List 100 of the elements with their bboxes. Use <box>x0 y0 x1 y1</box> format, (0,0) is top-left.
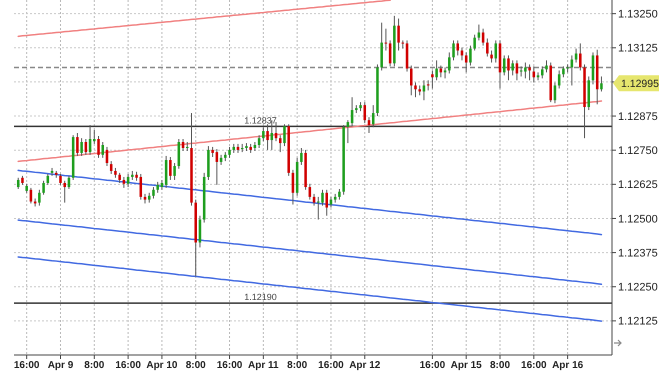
x-tick-label: 8:00 <box>490 360 510 371</box>
candlestick <box>186 142 189 152</box>
candlestick <box>140 173 142 200</box>
candlestick <box>114 167 117 178</box>
candlestick <box>148 192 151 204</box>
candlestick <box>122 176 126 188</box>
candlestick <box>249 143 252 154</box>
candlestick <box>359 102 362 112</box>
candlestick <box>520 66 522 77</box>
candlestick <box>169 156 172 180</box>
candlestick <box>397 18 400 52</box>
candlestick <box>266 124 269 150</box>
candlestick <box>414 82 417 98</box>
candlestick <box>101 142 104 158</box>
candlestick <box>440 65 442 78</box>
x-tick-label: 16:00 <box>115 360 142 371</box>
candlestick <box>338 188 341 200</box>
candlestick <box>312 193 316 206</box>
candlestick <box>435 60 438 81</box>
line-series <box>17 0 391 38</box>
candlestick <box>541 66 544 79</box>
candlestick <box>30 187 32 204</box>
x-tick-label: Apr 11 <box>248 360 280 371</box>
line-series <box>17 170 602 236</box>
candlestick <box>460 47 464 61</box>
candlestick <box>68 175 70 190</box>
candlestick <box>173 162 176 180</box>
candlestick <box>21 175 24 186</box>
candlestick <box>524 62 527 79</box>
candlestick <box>254 142 256 152</box>
candlestick <box>300 148 303 166</box>
candlestick <box>431 70 434 89</box>
candlestick <box>262 126 265 142</box>
x-tick-label: 8:00 <box>186 360 206 371</box>
candlestick <box>59 173 62 186</box>
candlestick <box>211 146 214 158</box>
y-tick-label: 1.12875 <box>618 110 658 123</box>
candlestick <box>80 138 83 156</box>
candlestick <box>16 177 20 190</box>
candlestick <box>502 54 506 76</box>
candlestick <box>232 143 236 154</box>
candlestick <box>126 173 130 188</box>
candlestick <box>97 135 100 158</box>
candlestick <box>511 60 514 76</box>
candlestick <box>42 180 45 196</box>
candlestick <box>38 189 41 206</box>
candlestick <box>88 124 92 156</box>
candlestick <box>410 65 413 96</box>
candlestick <box>160 179 164 190</box>
candlestick <box>131 170 134 180</box>
candlestick <box>156 181 159 194</box>
candlestick <box>448 52 451 74</box>
x-tick-label: Apr 10 <box>146 360 178 371</box>
candlestick <box>570 54 574 86</box>
line-series <box>17 219 602 286</box>
candlestick <box>330 196 332 208</box>
candlestick <box>473 34 476 52</box>
x-tick-label: Apr 16 <box>552 360 584 371</box>
candlestick <box>388 40 392 67</box>
y-tick-label: 1.12250 <box>618 282 658 294</box>
candlestick <box>220 154 222 166</box>
candlestick <box>507 54 510 81</box>
candlestick <box>308 183 312 200</box>
candlestick <box>490 50 493 64</box>
x-tick-label: 16:00 <box>521 360 548 371</box>
candlestick <box>274 122 278 142</box>
candlestick <box>464 52 468 73</box>
candlestick <box>516 60 518 81</box>
x-tick-label: Apr 15 <box>450 360 482 371</box>
text: 1.12995 <box>621 78 660 90</box>
candlestick <box>579 42 582 71</box>
candlestick <box>198 215 202 248</box>
candlestick <box>118 172 121 184</box>
y-tick-label: 1.12500 <box>618 213 658 226</box>
x-tick-label: 16:00 <box>216 360 243 371</box>
candlestick <box>600 76 603 92</box>
candlestick <box>182 138 184 152</box>
candlestick <box>152 186 155 200</box>
y-tick-label: 1.12750 <box>618 145 658 158</box>
y-tick-label: 1.12625 <box>618 179 658 192</box>
candlestick <box>216 148 218 186</box>
candlestick <box>545 60 548 73</box>
x-tick-label: 16:00 <box>318 360 344 371</box>
candlestick <box>368 116 370 134</box>
y-tick-label: 1.12125 <box>618 316 658 328</box>
x-tick-label: Apr 9 <box>48 360 74 371</box>
candlestick <box>562 66 565 78</box>
candlestick <box>63 180 66 204</box>
candlestick <box>426 80 430 91</box>
candlestick <box>444 66 446 79</box>
candlestick <box>46 173 50 186</box>
y-tick-label: 1.13125 <box>618 42 658 55</box>
candlestick <box>384 28 388 52</box>
candlestick <box>469 45 472 66</box>
x-tick-label: 16:00 <box>420 360 446 371</box>
x-tick-label: 8:00 <box>287 360 308 371</box>
candlestick <box>478 24 480 41</box>
candlestick <box>258 134 260 149</box>
candlestick <box>25 183 28 194</box>
candlestick <box>76 132 79 156</box>
